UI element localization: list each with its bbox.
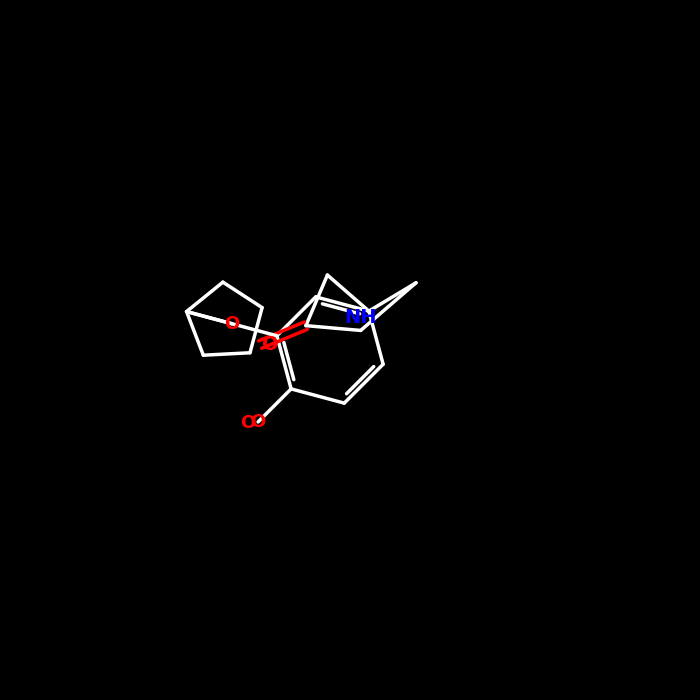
- Text: O: O: [251, 413, 266, 431]
- Text: NH: NH: [344, 309, 377, 328]
- Text: O: O: [224, 315, 239, 332]
- Text: O: O: [240, 414, 255, 432]
- Text: O: O: [262, 335, 279, 354]
